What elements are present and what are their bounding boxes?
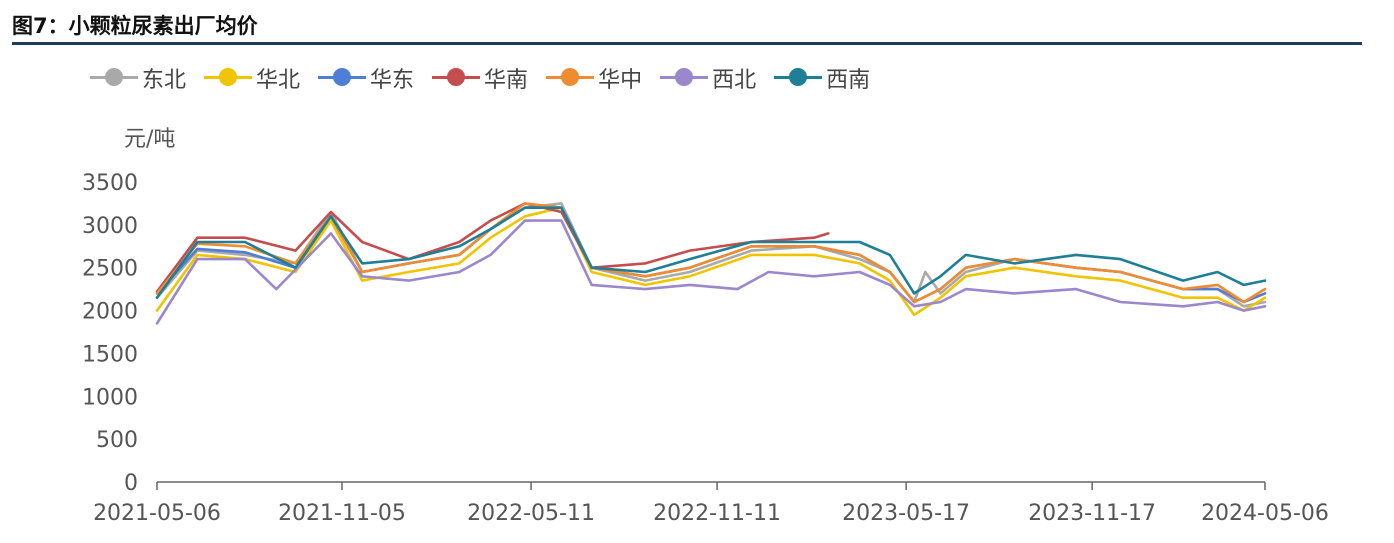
legend-item: 华东 [318,62,414,94]
page-title: 图7：小颗粒尿素出厂均价 [12,14,258,38]
legend-swatch [204,68,253,88]
series-line [155,202,830,293]
legend-label: 西南 [826,68,871,93]
legend-item: 西南 [774,62,870,94]
y-tick-label: 500 [96,428,138,453]
legend-label: 华南 [484,68,529,93]
legend-swatch [318,68,367,88]
legend-swatch [774,68,823,88]
y-axis-unit-label: 元/吨 [124,127,175,152]
legend-label: 华中 [598,68,643,93]
y-tick-label: 2500 [82,257,138,282]
legend-swatch [432,68,481,88]
legend-item: 西北 [660,62,756,94]
legend-swatch [90,68,138,88]
series-line [155,206,1267,317]
y-tick-label: 0 [124,471,138,496]
legend-item: 华北 [204,62,300,94]
x-tick-label: 2021-05-06 [93,501,221,526]
x-tick-label: 2023-05-17 [842,501,970,526]
legend-label: 东北 [142,68,187,93]
legend-item: 华中 [546,62,642,94]
y-tick-label: 2000 [82,300,138,325]
legend-swatch [546,68,595,88]
x-tick-label: 2022-05-11 [467,501,595,526]
x-tick-label: 2022-11-11 [653,501,781,526]
y-tick-label: 1000 [82,385,138,410]
series-line [155,206,1267,299]
x-tick-label: 2023-11-17 [1028,501,1156,526]
legend-label: 华北 [256,68,301,93]
series-line [155,219,1267,325]
legend-swatch [660,68,709,88]
title-divider [12,42,1362,45]
y-tick-label: 3000 [82,214,138,239]
legend-label: 西北 [712,68,757,93]
legend-label: 华东 [370,68,415,93]
x-tick-label: 2021-11-05 [278,501,406,526]
chart-legend: 东北 华北 华东 华南 华中 西北 西南 [90,62,870,94]
y-tick-label: 1500 [82,342,138,367]
series-line [155,202,1267,304]
legend-item: 华南 [432,62,528,94]
x-tick-label: 2024-05-06 [1201,501,1329,526]
legend-item: 东北 [90,62,186,94]
y-tick-label: 3500 [82,171,138,196]
